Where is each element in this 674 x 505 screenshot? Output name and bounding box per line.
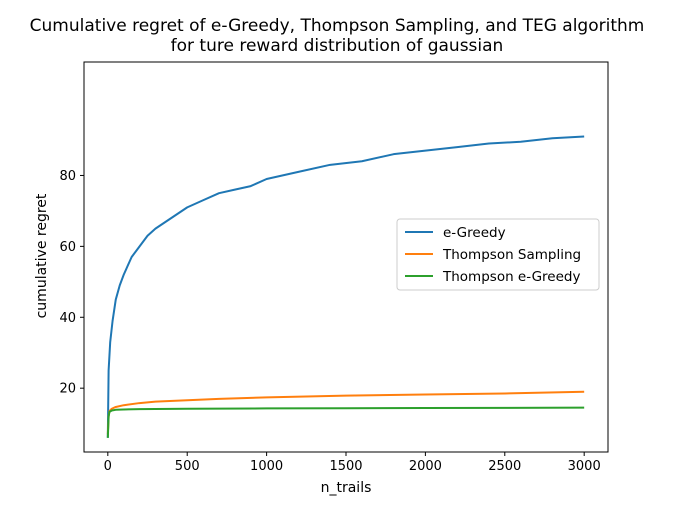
x-tick-label: 2500 <box>488 459 521 474</box>
x-tick-label: 2000 <box>409 459 442 474</box>
y-tick-label: 80 <box>59 169 76 184</box>
legend-box <box>396 218 600 291</box>
x-tick-label: 3000 <box>568 459 601 474</box>
series-line-2 <box>106 406 585 438</box>
y-tick-label: 20 <box>59 382 76 397</box>
x-tick-label: 500 <box>175 459 200 474</box>
series-lines <box>106 135 585 438</box>
y-axis-ticks: 20 40 60 80 <box>59 169 84 397</box>
y-axis-label: cumulative regret <box>34 193 50 319</box>
chart-title: Cumulative regret of e-Greedy, Thompson … <box>29 16 645 36</box>
chart-subtitle: for ture reward distribution of gaussian <box>170 36 504 56</box>
x-axis-ticks: 0 500 1000 1500 2000 2500 3000 <box>104 452 601 474</box>
legend-label-1: Thompson Sampling <box>442 247 581 263</box>
series-line-0 <box>106 135 585 438</box>
legend-label-0: e-Greedy <box>443 225 506 241</box>
y-tick-label: 40 <box>59 311 76 326</box>
x-axis-label: n_trails <box>320 480 372 496</box>
x-tick-label: 1000 <box>250 459 283 474</box>
series-line-1 <box>106 390 585 435</box>
x-tick-label: 1500 <box>329 459 362 474</box>
legend-label-2: Thompson e-Greedy <box>442 269 580 285</box>
x-tick-label: 0 <box>104 459 112 474</box>
y-tick-label: 60 <box>59 240 76 255</box>
legend: e-Greedy Thompson Sampling Thompson e-Gree… <box>396 218 600 291</box>
